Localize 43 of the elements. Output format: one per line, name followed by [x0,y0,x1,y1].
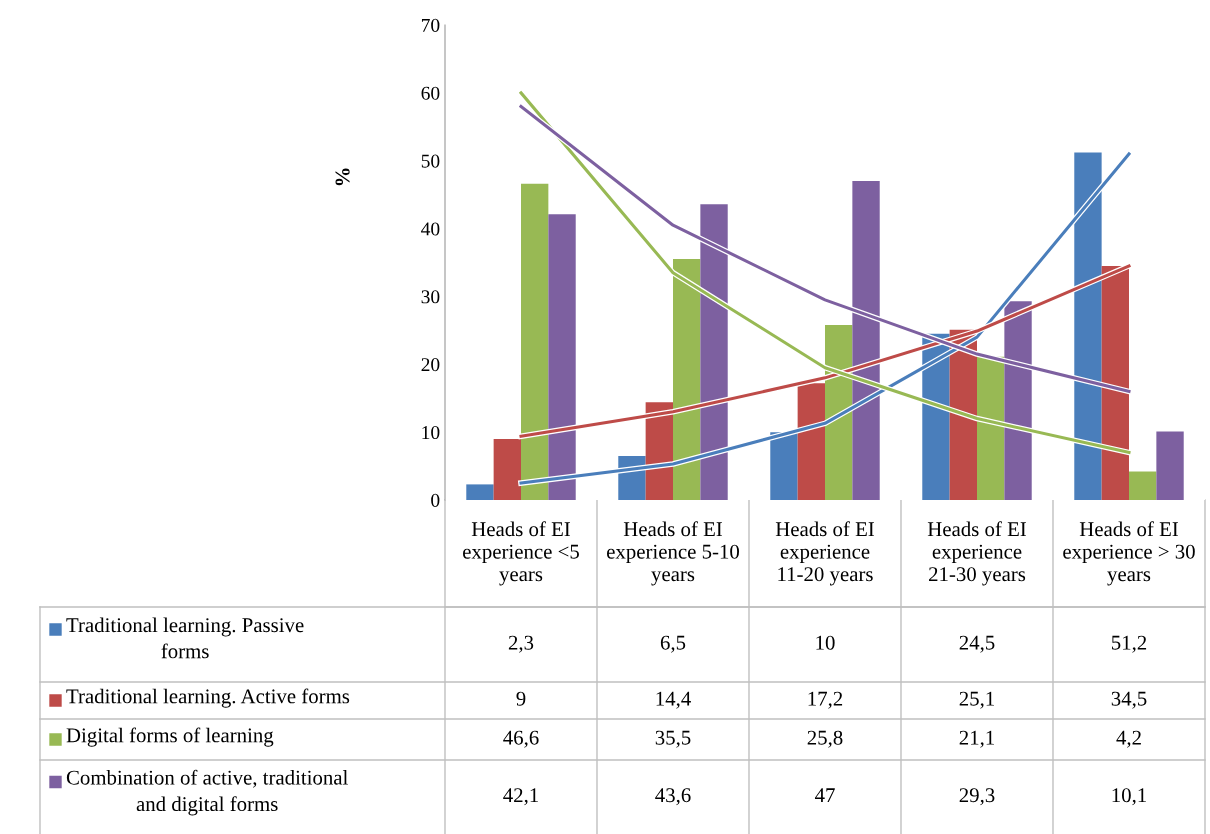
bar [521,183,549,500]
data-label: 17,2 [808,691,843,709]
y-tick-label: 0 [431,493,440,507]
y-tick-label: 60 [421,86,440,100]
data-label: 35,5 [655,730,691,748]
data-label: 21,1 [959,730,994,748]
data-label: 51,2 [1111,635,1147,653]
data-label: 10,1 [1112,788,1146,806]
data-label: 4,2 [1116,730,1141,748]
y-tick-label: 20 [421,358,440,372]
data-label: 10 [816,635,835,650]
y-tick-label: 50 [421,154,440,168]
x-tick-label: Heads of EI experience 5-10 years [607,521,740,586]
y-axis-title: % [335,168,350,186]
legend-label: Traditional learning. Passive forms [66,617,304,659]
y-tick-label: 40 [421,222,440,236]
y-tick-label: 10 [422,425,440,440]
data-label: 2,3 [508,635,534,653]
bar [1156,431,1184,500]
y-tick-label: 30 [421,290,440,304]
bar [1129,471,1157,500]
data-label: 46,6 [503,730,539,748]
data-label: 34,5 [1111,691,1147,709]
data-label: 25,1 [959,691,994,709]
y-tick-label: 70 [421,18,440,32]
data-label: 42,1 [503,788,538,806]
legend-label: Traditional learning. Active forms [66,688,350,708]
x-tick-label: Heads of EI experience 21-30 years [927,521,1027,586]
x-tick-label: Heads of EI experience > 30 years [1063,521,1195,586]
x-tick-label: Heads of EI experience 11-20 years [775,521,875,586]
x-tick-label: Heads of EI experience <5 years [463,521,579,586]
legend-label: Digital forms of learning [66,727,274,747]
data-label: 43,6 [655,788,691,806]
data-label: 29,3 [959,788,995,806]
bar [466,484,494,500]
data-label: 6,5 [660,635,686,653]
legend-label: Combination of active, traditional and digital forms [66,769,348,816]
data-label: 25,8 [807,730,843,748]
data-label: 24,5 [959,635,995,653]
data-label: 47 [814,788,835,803]
bar [548,214,576,500]
data-label: 9 [516,691,526,706]
data-label: 14,4 [656,691,691,709]
